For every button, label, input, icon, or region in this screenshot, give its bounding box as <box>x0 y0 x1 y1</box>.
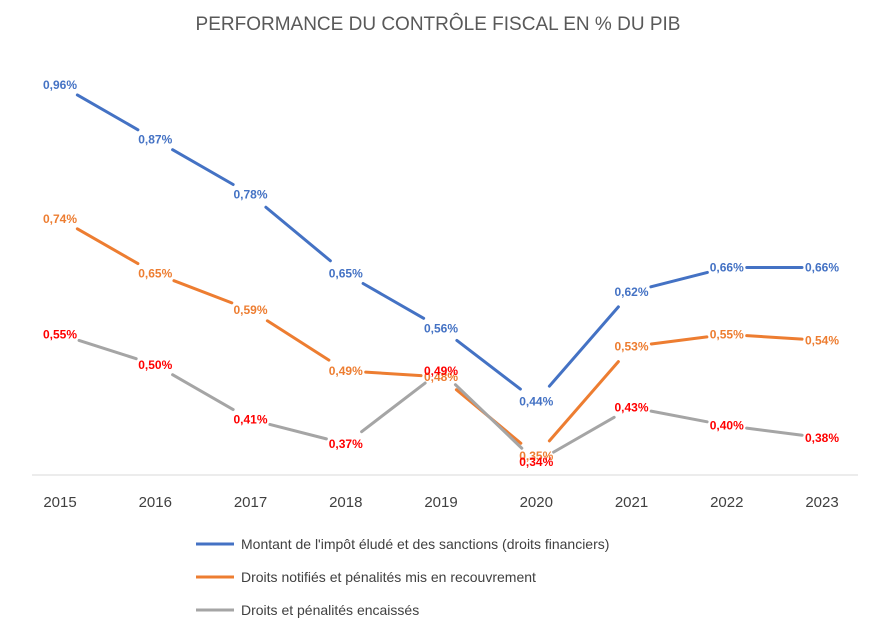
x-tick-label: 2021 <box>615 494 648 511</box>
series-3-data-label: 0,41% <box>233 413 267 427</box>
x-tick-label: 2018 <box>329 494 362 511</box>
series-2-data-label: 0,59% <box>233 303 267 317</box>
series-1-data-label: 0,56% <box>424 321 458 335</box>
series-3-data-label: 0,34% <box>519 455 553 469</box>
series-1-data-label: 0,65% <box>329 267 363 281</box>
x-tick-label: 2023 <box>805 494 838 511</box>
data-labels: 0,96% 0,87% 0,78% 0,65% 0,56% 0,44% 0,62% 0,66%… <box>43 78 839 469</box>
series-1-data-label: 0,44% <box>519 394 553 408</box>
legend: Montant de l'impôt éludé et des sanction… <box>196 536 609 618</box>
series-3-data-label: 0,40% <box>710 419 744 433</box>
series-2-segment <box>265 319 331 362</box>
series-2-data-label: 0,54% <box>805 333 839 347</box>
legend-label: Droits et pénalités encaissés <box>241 602 419 618</box>
legend-label: Droits notifiés et pénalités mis en reco… <box>241 569 536 585</box>
series-lines <box>75 93 804 454</box>
series-3-data-label: 0,37% <box>329 437 363 451</box>
series-2-segment <box>364 370 423 378</box>
series-2-segment <box>649 335 709 346</box>
series-2-segment <box>172 279 234 305</box>
series-3-segment <box>171 373 235 412</box>
series-2-data-label: 0,35% <box>519 449 553 463</box>
series-2-data-label: 0,49% <box>329 364 363 378</box>
series-1-data-label: 0,87% <box>138 133 172 147</box>
series-2-data-label: 0,55% <box>710 327 744 341</box>
x-tick-label: 2015 <box>43 494 76 511</box>
series-2-segment <box>745 334 804 341</box>
series-1-segment <box>264 205 332 263</box>
series-3-segment <box>649 409 709 424</box>
series-2-segment <box>547 360 620 443</box>
series-2-data-label: 0,74% <box>43 212 77 226</box>
x-tick-label: 2022 <box>710 494 743 511</box>
series-1-data-label: 0,78% <box>233 187 267 201</box>
series-1-data-label: 0,62% <box>614 285 648 299</box>
x-tick-label: 2019 <box>424 494 457 511</box>
series-1-segment <box>171 148 235 187</box>
series-3-segment <box>268 422 328 441</box>
series-2-data-label: 0,48% <box>424 370 458 384</box>
series-1-segment <box>547 305 620 388</box>
series-3-data-label: 0,55% <box>43 327 77 341</box>
series-1-segment <box>361 282 426 320</box>
series-1-segment <box>75 93 140 132</box>
series-3-data-label: 0,49% <box>424 364 458 378</box>
series-3-segment <box>360 381 427 434</box>
series-2-data-label: 0,65% <box>138 267 172 281</box>
series-3-segment <box>77 338 138 361</box>
x-axis-tick-labels: 2015 2016 2017 2018 2019 2020 2021 2022 2023 <box>43 494 838 511</box>
series-3-data-label: 0,43% <box>614 400 648 414</box>
chart-title: PERFORMANCE DU CONTRÔLE FISCAL EN % DU P… <box>196 13 681 35</box>
x-tick-label: 2020 <box>520 494 553 511</box>
series-3-segment <box>552 415 616 454</box>
series-2-segment <box>75 227 140 266</box>
series-3-data-label: 0,38% <box>805 431 839 445</box>
legend-label: Montant de l'impôt éludé et des sanction… <box>241 536 609 552</box>
series-1-data-label: 0,66% <box>805 260 839 274</box>
series-1-data-label: 0,96% <box>43 78 77 92</box>
series-3-segment <box>453 383 524 450</box>
series-1-segment <box>649 270 709 289</box>
series-1-data-label: 0,66% <box>710 260 744 274</box>
series-3-data-label: 0,50% <box>138 358 172 372</box>
series-3-segment <box>745 426 804 437</box>
series-2-data-label: 0,53% <box>614 340 648 354</box>
x-tick-label: 2016 <box>139 494 172 511</box>
series-1-segment <box>455 338 522 391</box>
x-tick-label: 2017 <box>234 494 267 511</box>
